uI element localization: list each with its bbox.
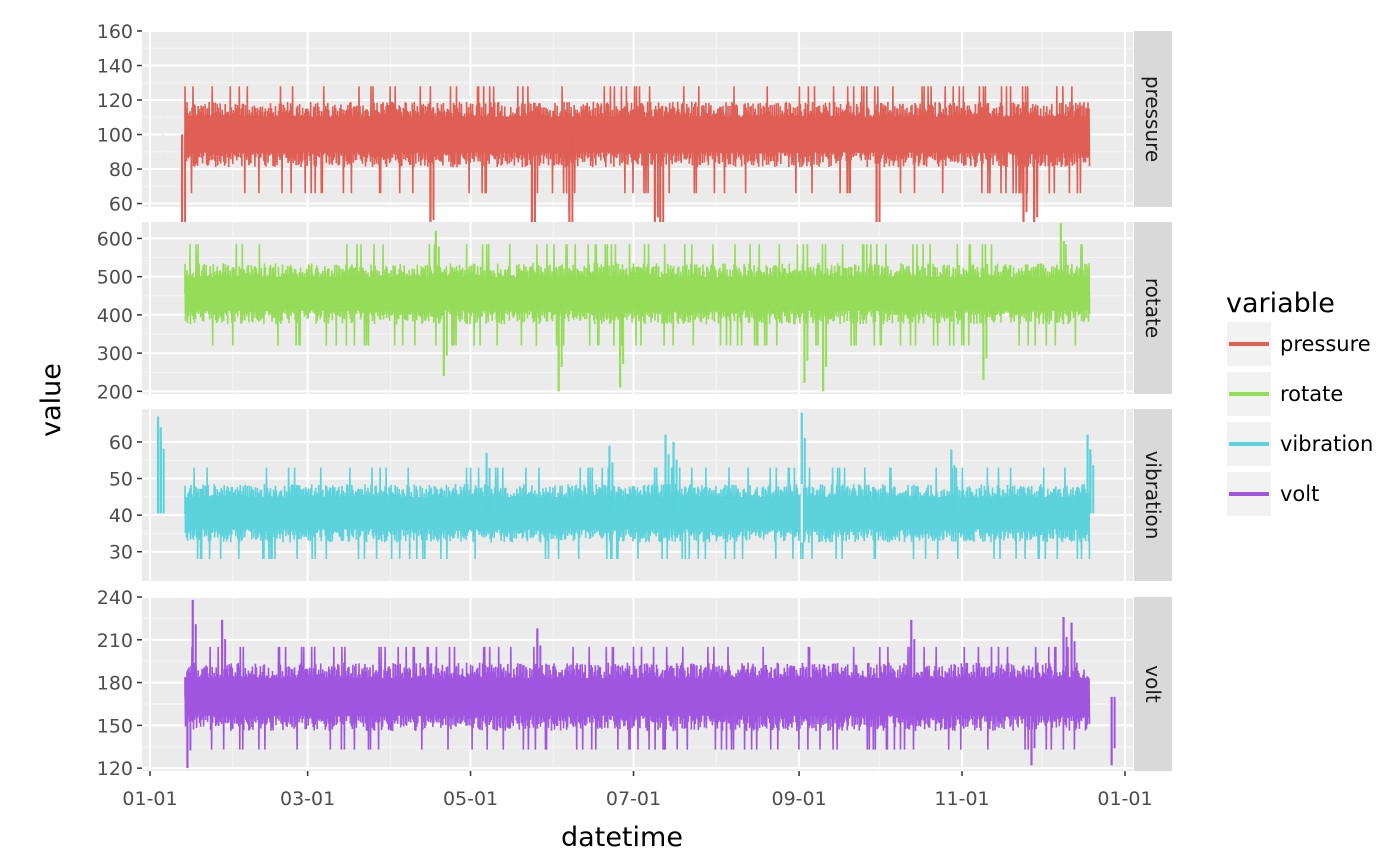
series-vibration — [184, 467, 1091, 560]
legend-label-vibration: vibration — [1280, 432, 1373, 456]
series-core-vibration — [185, 497, 1089, 530]
facet-strip-label: vibration — [1141, 451, 1165, 540]
y-tick-label: 50 — [109, 469, 133, 491]
y-tick-label: 60 — [109, 432, 133, 454]
facet-strip-label: pressure — [1141, 76, 1165, 162]
y-tick-label: 200 — [97, 381, 133, 403]
y-tick-label: 240 — [97, 587, 133, 609]
y-tick-label: 160 — [97, 21, 133, 43]
x-axis: 01-01 03-01 05-01 07-01 09-01 11-01 01-01 — [122, 771, 1153, 810]
y-tick-label: 500 — [97, 267, 133, 289]
legend: variable pressure rotate vibration volt — [1226, 288, 1373, 516]
facet-strip — [1134, 597, 1172, 771]
legend-label-rotate: rotate — [1280, 382, 1343, 406]
legend-title: variable — [1226, 288, 1335, 319]
series-core-pressure — [185, 116, 1089, 153]
x-tick-label: 03-01 — [280, 788, 335, 810]
y-tick-label: 80 — [109, 159, 133, 181]
x-tick-label: 05-01 — [443, 788, 498, 810]
series-core-volt — [185, 678, 1089, 716]
facet-strip — [1134, 222, 1172, 394]
panel-rotate: 200 300 400 500 600 rotate — [97, 222, 1172, 403]
y-axis-title: value — [36, 363, 67, 437]
panels-layer: 60 80 100 120 140 160 pressure 200 300 400 500 600 r… — [97, 21, 1172, 780]
x-tick-label: 01-01 — [1097, 788, 1152, 810]
x-tick-label: 07-01 — [606, 788, 661, 810]
y-tick-label: 300 — [97, 343, 133, 365]
legend-label-volt: volt — [1280, 482, 1319, 506]
y-tick-label: 30 — [109, 542, 133, 564]
facet-strip — [1134, 409, 1172, 581]
y-tick-label: 600 — [97, 228, 133, 250]
facet-strip-label: volt — [1141, 665, 1165, 703]
legend-label-pressure: pressure — [1280, 332, 1371, 356]
y-tick-label: 210 — [97, 630, 133, 652]
y-tick-label: 140 — [97, 56, 133, 78]
series-rotate — [184, 244, 1091, 346]
facet-strip-label: rotate — [1141, 278, 1165, 338]
series-core-rotate — [185, 277, 1089, 311]
y-tick-label: 120 — [97, 90, 133, 112]
panel-vibration: 30 40 50 60 vibration — [109, 409, 1172, 581]
panel-pressure: 60 80 100 120 140 160 pressure — [97, 21, 1172, 294]
y-tick-label: 120 — [97, 758, 133, 780]
x-axis-title: datetime — [561, 822, 683, 853]
x-tick-label: 01-01 — [122, 788, 177, 810]
facet-strip — [1134, 31, 1172, 207]
y-tick-label: 180 — [97, 673, 133, 695]
y-tick-label: 40 — [109, 505, 133, 527]
panel-volt: 120 150 180 210 240 volt — [97, 587, 1172, 780]
x-tick-label: 09-01 — [771, 788, 826, 810]
y-tick-label: 400 — [97, 305, 133, 327]
x-tick-label: 11-01 — [934, 788, 989, 810]
y-tick-label: 150 — [97, 715, 133, 737]
y-tick-label: 60 — [109, 194, 133, 216]
y-tick-label: 100 — [97, 125, 133, 147]
series-volt — [184, 646, 1091, 750]
